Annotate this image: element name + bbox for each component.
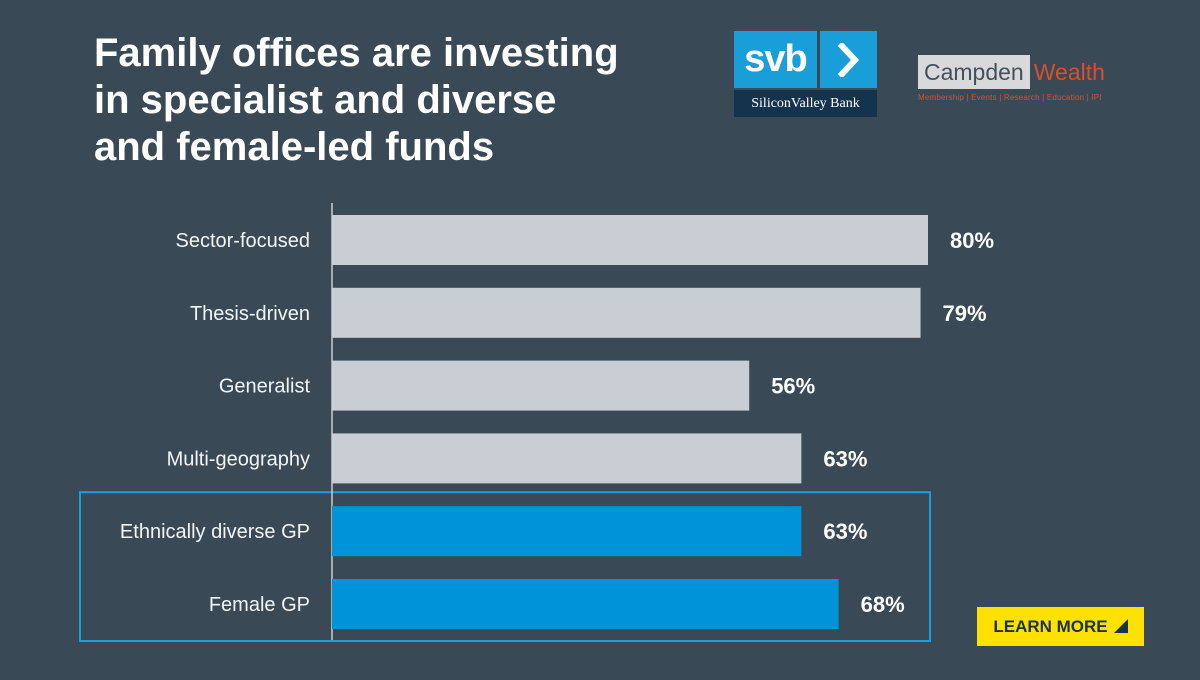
campden-logo-accent: Wealth — [1033, 58, 1105, 85]
value-label-5: 63% — [823, 519, 867, 544]
triangle-corner-icon — [1114, 619, 1128, 633]
category-label-3: Generalist — [219, 376, 311, 398]
campden-wealth-logo: Campden Wealth Membership | Events | Res… — [918, 55, 1148, 102]
bar-1 — [332, 215, 928, 265]
category-label-4: Multi-geography — [167, 448, 310, 470]
chevron-right-icon — [820, 31, 877, 88]
highlight-box — [79, 491, 931, 643]
category-label-6: Female GP — [209, 594, 310, 616]
category-label-1: Sector-focused — [175, 230, 310, 252]
bar-3 — [332, 360, 750, 411]
svb-logo-name: svb — [734, 31, 817, 88]
bar-2 — [332, 287, 921, 338]
bar-6 — [332, 579, 839, 629]
campden-logo-name: Campden — [918, 55, 1030, 89]
value-label-1: 80% — [950, 228, 994, 253]
svb-logo: svb SiliconValley Bank — [734, 31, 877, 117]
title-line-1: Family offices are investing — [94, 31, 619, 75]
category-label-5: Ethnically diverse GP — [120, 521, 310, 543]
category-label-2: Thesis-driven — [190, 303, 310, 325]
campden-logo-tagline: Membership | Events | Research | Educati… — [918, 93, 1102, 102]
value-label-6: 68% — [861, 592, 905, 617]
bar-4 — [332, 433, 802, 484]
value-label-2: 79% — [943, 301, 987, 326]
page-title: Family offices are investing in speciali… — [94, 30, 694, 171]
bar-5 — [332, 506, 802, 557]
svb-logo-subtitle: SiliconValley Bank — [734, 90, 877, 117]
value-label-3: 56% — [771, 374, 815, 399]
learn-more-label: LEARN MORE — [993, 616, 1108, 636]
title-line-2: in specialist and diverse — [94, 78, 557, 122]
title-line-3: and female-led funds — [94, 125, 495, 169]
value-label-4: 63% — [823, 446, 867, 471]
learn-more-button[interactable]: LEARN MORE — [977, 607, 1144, 646]
